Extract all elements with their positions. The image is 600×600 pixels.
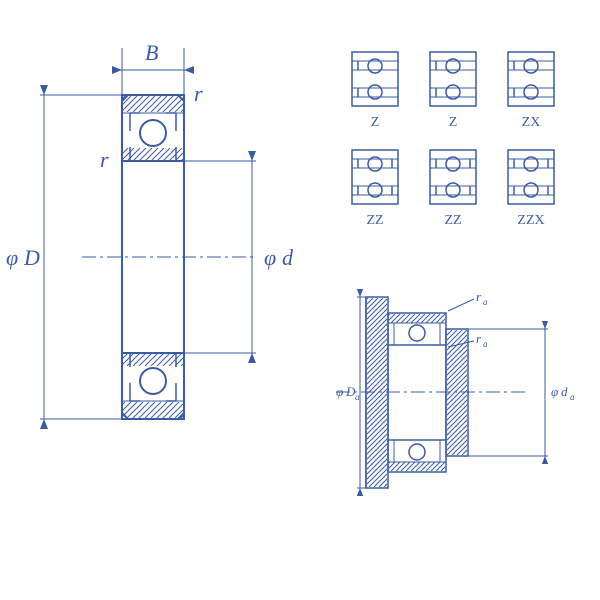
variant-label: ZX xyxy=(522,115,541,130)
svg-text:φ: φ xyxy=(551,384,558,399)
label-B: B xyxy=(145,40,158,65)
variant-label: ZZ xyxy=(444,213,461,228)
variant-label: Z xyxy=(449,115,458,130)
label-r-top: r xyxy=(194,81,203,106)
svg-text:d: d xyxy=(561,384,568,399)
label-phid: φ xyxy=(264,245,276,270)
svg-text:r: r xyxy=(476,289,482,304)
svg-text:a: a xyxy=(355,392,360,402)
svg-text:φ: φ xyxy=(336,384,343,399)
svg-text:a: a xyxy=(483,297,488,307)
label-phiD: φ xyxy=(6,245,18,270)
svg-text:a: a xyxy=(483,339,488,349)
svg-text:a: a xyxy=(570,392,575,402)
variant-label: ZZX xyxy=(517,213,544,228)
svg-text:d: d xyxy=(282,245,294,270)
label-r-left: r xyxy=(100,147,109,172)
variant-label: ZZ xyxy=(366,213,383,228)
svg-text:r: r xyxy=(476,331,482,346)
svg-text:D: D xyxy=(23,245,40,270)
variant-label: Z xyxy=(371,115,380,130)
